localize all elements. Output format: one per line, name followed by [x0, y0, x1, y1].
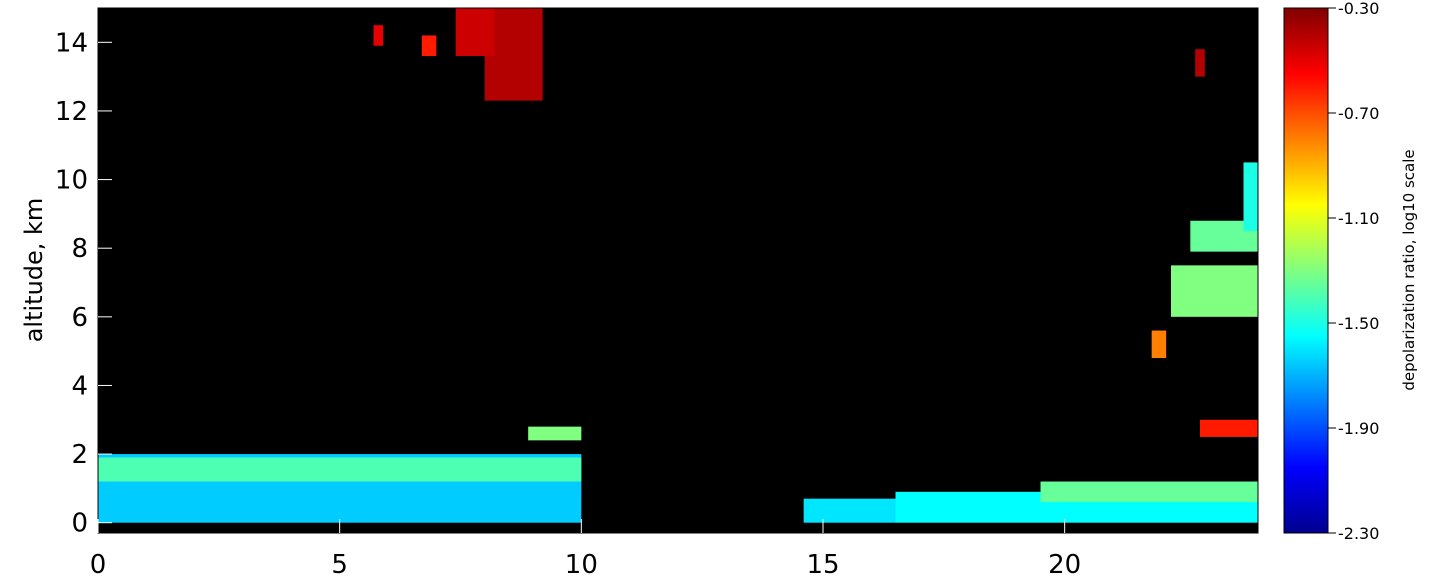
- colorbar-tick-label: -2.30: [1338, 524, 1379, 543]
- data-region: [98, 457, 582, 482]
- x-tick-label: 15: [806, 550, 839, 580]
- data-region: [528, 426, 582, 441]
- x-tick-label: 0: [90, 550, 107, 580]
- data-region: [1040, 481, 1258, 503]
- y-tick-label: 8: [71, 234, 88, 264]
- y-tick-label: 4: [71, 371, 88, 401]
- colorbar-tick-label: -0.70: [1338, 104, 1379, 123]
- data-region: [1200, 419, 1258, 437]
- colorbar-tick-label: -1.50: [1338, 314, 1379, 333]
- colorbar-tick-label: -1.10: [1338, 209, 1379, 228]
- x-tick-label: 20: [1048, 550, 1081, 580]
- x-tick-label: 5: [331, 550, 348, 580]
- colorbar: [1283, 7, 1329, 534]
- plot-background: [98, 8, 1258, 533]
- y-tick-label: 2: [71, 440, 88, 470]
- data-region: [373, 25, 384, 46]
- y-tick-label: 6: [71, 303, 88, 333]
- y-axis-label: altitude, km: [20, 198, 48, 343]
- plot-regions: [98, 8, 1258, 523]
- data-region: [421, 35, 437, 57]
- data-region: [1243, 162, 1258, 232]
- data-region: [455, 8, 495, 57]
- data-region: [1171, 265, 1258, 317]
- y-tick-label: 0: [71, 509, 88, 539]
- data-region: [803, 498, 896, 523]
- y-tick-label: 12: [55, 97, 88, 127]
- y-axis: 0 2 4 6 8 10 12 14: [55, 28, 112, 539]
- data-region: [1151, 330, 1167, 358]
- data-region: [1195, 49, 1205, 77]
- colorbar-tick-label: -0.30: [1338, 0, 1379, 18]
- x-axis: 0 5 10 15 20: [90, 519, 1081, 580]
- colorbar-ticks: -0.30 -0.70 -1.10 -1.50 -1.90 -2.30: [1328, 0, 1379, 543]
- colorbar-tick-label: -1.90: [1338, 419, 1379, 438]
- x-tick-label: 10: [565, 550, 598, 580]
- y-tick-label: 14: [55, 28, 88, 58]
- plot-frame: [97, 7, 1259, 534]
- colorbar-label: depolarization ratio, log10 scale: [1400, 149, 1418, 390]
- y-tick-label: 10: [55, 166, 88, 196]
